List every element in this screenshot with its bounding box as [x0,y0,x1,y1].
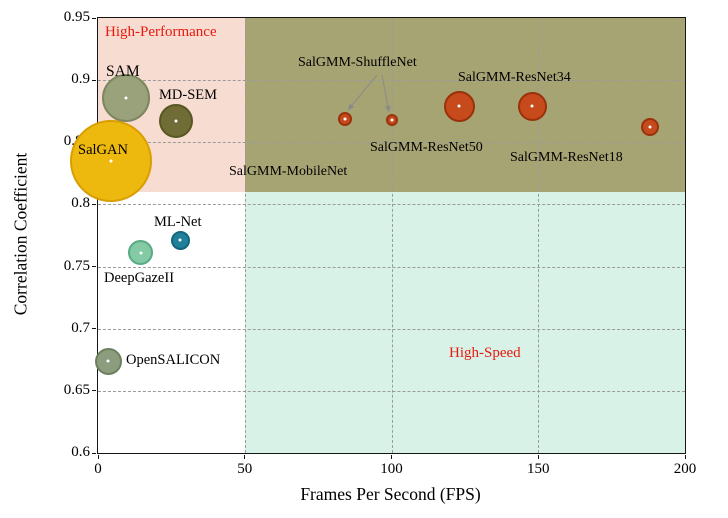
y-tick-label-0.6: 0.6 [71,444,90,460]
bubble-SalGMM-MobileNet [337,111,352,126]
bubble-ML-Net [170,230,190,250]
bubble-SAM [101,73,150,122]
center-dot [124,96,128,100]
center-dot [109,159,113,163]
label-MD-SEM: MD-SEM [159,87,218,103]
center-dot [530,104,534,108]
plot-area: 0501001502000.60.650.70.750.80.850.90.95… [64,9,697,477]
bubble-SalGMM-ResNet34 [517,91,547,121]
gridline-y-0.8 [98,204,685,206]
y-tick-label-0.7: 0.7 [71,319,90,336]
x-tick-label-0: 0 [94,461,102,477]
label-SalGMM-ResNet50: SalGMM-ResNet50 [370,140,483,155]
gridline-y-0.9 [98,80,685,82]
label-SalGMM-ResNet34: SalGMM-ResNet34 [458,70,571,85]
label-SalGAN: SalGAN [78,142,128,158]
gridline-y-0.75 [98,266,685,268]
label-SalGMM-ShuffleNet: SalGMM-ShuffleNet [298,55,417,70]
label-High-Performance: High-Performance [105,24,217,40]
y-tick-label-0.9: 0.9 [71,71,90,88]
y-tick-0.95 [92,17,96,19]
gridline-y-0.85 [98,142,685,144]
center-dot [343,117,347,121]
label-ML-Net: ML-Net [154,214,202,230]
label-High-Speed: High-Speed [449,345,521,361]
y-tick-label-0.95: 0.95 [63,9,90,25]
center-dot [178,238,182,242]
center-dot [648,125,652,129]
y-tick-0.65 [92,390,96,392]
bubble-SalGMM-ResNet18 [640,118,659,137]
center-dot [457,104,461,108]
x-tick-200 [684,455,686,459]
y-tick-0.9 [92,79,96,81]
gridline-y-0.65 [98,390,685,392]
y-tick-0.7 [92,328,96,330]
x-tick-label-200: 200 [673,461,697,477]
gridline-x-50 [244,18,246,453]
center-dot [106,359,110,363]
bubble-SalGAN [70,119,153,202]
center-dot [174,119,178,123]
y-tick-label-0.8: 0.8 [71,195,90,212]
x-tick-label-150: 150 [527,461,550,477]
x-tick-100 [391,455,392,459]
y-tick-0.8 [92,203,96,205]
x-tick-label-50: 50 [237,461,253,477]
bubble-OpenSALICON [94,347,122,375]
label-SalGMM-ResNet18: SalGMM-ResNet18 [510,150,623,165]
label-SAM: SAM [106,63,140,80]
gridline-y-0.7 [98,328,685,330]
gridline-x-150 [538,18,540,453]
x-axis-title: Frames Per Second (FPS) [300,484,481,504]
bubble-DeepGazeII [128,240,154,266]
label-SalGMM-MobileNet: SalGMM-MobileNet [229,164,348,179]
bubble-SalGMM-ResNet50 [443,90,475,122]
y-tick-0.75 [92,266,96,268]
region-high-speed [244,192,685,453]
x-tick-0 [97,455,99,459]
center-dot [390,118,393,122]
label-OpenSALICON: OpenSALICON [126,352,221,368]
y-axis-title: Correlation Coefficient [10,152,31,316]
x-tick-50 [244,455,246,459]
x-tick-150 [537,455,539,459]
y-tick-label-0.75: 0.75 [63,257,90,274]
label-DeepGazeII: DeepGazeII [104,270,175,286]
y-tick-label-0.65: 0.65 [63,381,90,398]
bubble-MD-SEM [158,104,193,139]
x-tick-label-100: 100 [380,461,403,477]
center-dot [139,251,143,255]
bubble-SalGMM-ShuffleNet [385,113,398,126]
y-tick-0.6 [92,452,96,454]
gridline-x-100 [391,18,393,453]
